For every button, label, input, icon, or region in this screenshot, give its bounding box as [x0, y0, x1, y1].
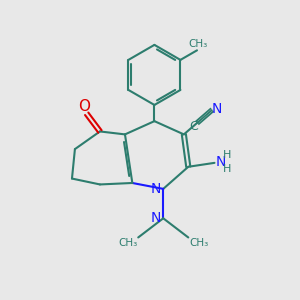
Text: C: C: [189, 120, 198, 133]
Text: N: N: [212, 102, 222, 116]
Text: CH₃: CH₃: [118, 238, 137, 248]
Text: H: H: [223, 150, 231, 160]
Text: N: N: [151, 182, 161, 196]
Text: N: N: [216, 155, 226, 169]
Text: H: H: [223, 164, 231, 174]
Text: O: O: [78, 99, 90, 114]
Text: CH₃: CH₃: [189, 238, 208, 248]
Text: CH₃: CH₃: [189, 39, 208, 49]
Text: N: N: [151, 211, 161, 225]
